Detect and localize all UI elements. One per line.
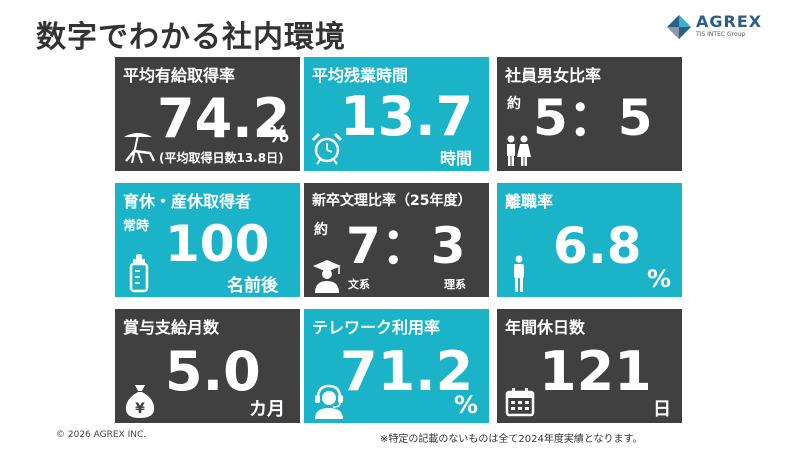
baby-bottle-icon <box>129 254 149 293</box>
card-unit: 時間 <box>440 149 473 168</box>
card-label: 平均有給取得率 <box>123 66 236 85</box>
company-logo: AGREX TIS INTEC Group <box>666 12 766 42</box>
card-prefix: 約 <box>314 222 328 238</box>
card-unit: % <box>454 391 479 419</box>
card-annual-holidays: 年間休日数 121 日 <box>497 309 682 423</box>
card-unit: カ月 <box>249 399 285 420</box>
card-label: 育休・産休取得者 <box>123 192 252 211</box>
card-turnover-rate: 離職率 6.8 % <box>497 183 682 297</box>
man-woman-icon <box>507 135 531 166</box>
card-value: 7：3 <box>346 217 466 275</box>
card-label: 新卒文理比率（25年度） <box>312 193 472 209</box>
card-childcare-leave: 育休・産休取得者 常時 100 名前後 <box>115 183 300 297</box>
card-value: 5.0 <box>165 340 261 403</box>
card-value: 100 <box>165 215 270 273</box>
card-label: 社員男女比率 <box>505 66 602 85</box>
card-unit: 日 <box>653 399 671 420</box>
card-value: 13.7 <box>340 85 474 148</box>
svg-text:¥: ¥ <box>135 401 145 417</box>
card-value: 74.2 <box>157 87 291 150</box>
logo-subtitle: TIS INTEC Group <box>696 31 746 38</box>
card-overtime: 平均残業時間 13.7 時間 <box>304 57 489 171</box>
copyright: © 2026 AGREX INC. <box>56 430 147 440</box>
card-prefix: 常時 <box>123 219 150 234</box>
card-unit: 名前後 <box>227 276 278 296</box>
beach-chair-icon <box>124 133 156 164</box>
card-left-note: 文系 <box>348 278 370 291</box>
card-value: 5：5 <box>533 89 653 147</box>
card-new-grad-ratio: 新卒文理比率（25年度） 約 7：3 文系 理系 <box>304 183 489 297</box>
calendar-icon <box>505 388 535 417</box>
card-label: 平均残業時間 <box>312 66 409 85</box>
card-paid-leave: 平均有給取得率 74.2 % (平均取得日数13.8日) <box>115 57 300 171</box>
person-icon <box>514 255 524 292</box>
card-unit: % <box>647 265 672 293</box>
alarm-clock-icon <box>311 132 343 165</box>
card-note: (平均取得日数13.8日) <box>159 151 284 165</box>
card-bonus-months: 賞与支給月数 5.0 カ月 ¥ <box>115 309 300 423</box>
card-label: テレワーク利用率 <box>312 318 441 337</box>
graduate-icon <box>313 260 341 293</box>
card-label: 年間休日数 <box>505 318 586 337</box>
card-label: 賞与支給月数 <box>123 318 220 337</box>
card-value: 6.8 <box>553 217 642 275</box>
card-telework-rate: テレワーク利用率 71.2 % <box>304 309 489 423</box>
card-value: 121 <box>539 340 652 403</box>
logo-name: AGREX <box>696 12 763 31</box>
money-bag-icon: ¥ <box>125 385 155 418</box>
card-unit: % <box>267 123 290 148</box>
card-right-note: 理系 <box>444 278 466 291</box>
card-label: 離職率 <box>505 192 554 211</box>
agrex-logo-icon <box>667 15 691 39</box>
card-gender-ratio: 社員男女比率 約 5：5 <box>497 57 682 171</box>
headset-operator-icon <box>315 384 343 419</box>
page-title: 数字でわかる社内環境 <box>36 20 346 55</box>
footnote: ※特定の記載のないものは全て2024年度実績となります。 <box>380 434 643 445</box>
card-prefix: 約 <box>507 96 521 112</box>
card-value: 71.2 <box>340 340 474 403</box>
